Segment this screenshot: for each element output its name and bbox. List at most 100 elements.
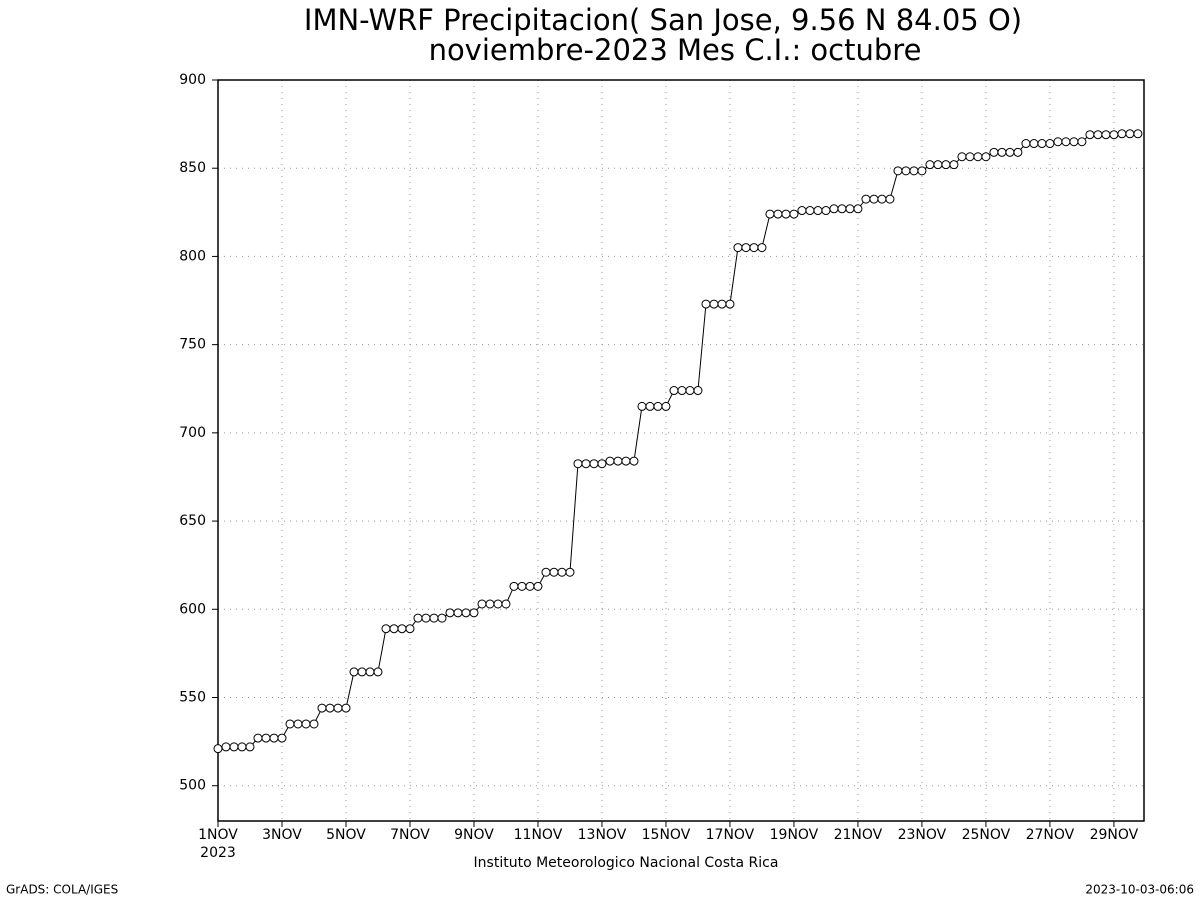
data-point	[877, 194, 887, 204]
data-point	[565, 567, 575, 577]
data-point	[685, 386, 695, 396]
y-tick-label: 650	[179, 513, 206, 529]
data-point	[469, 608, 479, 618]
data-point	[493, 599, 503, 609]
data-point	[357, 667, 367, 677]
data-point	[637, 401, 647, 411]
data-point	[1053, 137, 1063, 147]
data-point	[221, 742, 231, 752]
plot-frame	[217, 79, 1145, 822]
data-point	[885, 194, 895, 204]
data-point	[301, 719, 311, 729]
data-point	[605, 456, 615, 466]
chart-title: IMN-WRF Precipitacion( San Jose, 9.56 N …	[304, 3, 1022, 37]
x-tick-label: 3NOV	[262, 827, 302, 843]
data-point	[445, 608, 455, 618]
data-point	[1061, 137, 1071, 147]
data-point	[1005, 147, 1015, 157]
data-point	[381, 624, 391, 634]
data-point	[581, 459, 591, 469]
data-point	[1125, 129, 1135, 139]
data-point	[1109, 130, 1119, 140]
data-point	[629, 456, 639, 466]
x-tick-label: 13NOV	[578, 827, 627, 843]
data-point	[645, 401, 655, 411]
data-point	[461, 608, 471, 618]
data-point	[405, 624, 415, 634]
y-tick-label: 800	[179, 248, 206, 264]
data-point	[1029, 139, 1039, 149]
data-point	[965, 152, 975, 162]
y-tick-label: 850	[179, 160, 206, 176]
data-point	[501, 599, 511, 609]
data-point	[573, 459, 583, 469]
x-tick-label: 15NOV	[642, 827, 691, 843]
data-point	[861, 194, 871, 204]
data-point	[1117, 129, 1127, 139]
x-tick-label: 29NOV	[1090, 827, 1139, 843]
data-point	[749, 243, 759, 253]
y-tick-label: 750	[179, 337, 206, 353]
data-point	[1093, 130, 1103, 140]
data-point	[421, 613, 431, 623]
x-tick-label: 9NOV	[454, 827, 494, 843]
data-point	[437, 613, 447, 623]
x-tick-label: 7NOV	[390, 827, 430, 843]
x-tick-label: 23NOV	[898, 827, 947, 843]
data-point	[309, 719, 319, 729]
data-point	[845, 204, 855, 214]
data-point	[941, 160, 951, 170]
data-point	[341, 703, 351, 713]
data-point	[317, 703, 327, 713]
data-point	[229, 742, 239, 752]
data-point	[765, 209, 775, 219]
chart-subtitle: noviembre-2023 Mes C.I.: octubre	[429, 33, 922, 67]
data-point	[653, 401, 663, 411]
data-point	[925, 160, 935, 170]
data-point	[1021, 139, 1031, 149]
data-point	[237, 742, 247, 752]
data-point	[709, 299, 719, 309]
data-point	[821, 206, 831, 216]
x-tick-label: 19NOV	[770, 827, 819, 843]
data-point	[797, 206, 807, 216]
data-point	[717, 299, 727, 309]
data-point	[1085, 130, 1095, 140]
data-point	[893, 166, 903, 176]
data-point	[901, 166, 911, 176]
data-point	[285, 719, 295, 729]
data-point	[509, 581, 519, 591]
data-point	[909, 166, 919, 176]
data-point	[781, 209, 791, 219]
series-line	[217, 133, 1138, 750]
y-tick-label: 600	[179, 601, 206, 617]
data-point	[1069, 137, 1079, 147]
y-tick-label: 500	[179, 778, 206, 794]
data-point	[813, 206, 823, 216]
data-point	[997, 147, 1007, 157]
data-point	[933, 160, 943, 170]
data-point	[485, 599, 495, 609]
data-point	[589, 459, 599, 469]
data-point	[477, 599, 487, 609]
x-tick-label: 21NOV	[834, 827, 883, 843]
data-point	[269, 733, 279, 743]
data-point	[293, 719, 303, 729]
footer: Instituto Meteorologico Nacional Costa R…	[474, 855, 779, 871]
data-point	[853, 204, 863, 214]
data-point	[1101, 130, 1111, 140]
y-tick-label: 700	[179, 425, 206, 441]
data-point	[429, 613, 439, 623]
credit: GrADS: COLA/IGES	[6, 883, 118, 897]
data-point	[1037, 139, 1047, 149]
data-point	[805, 206, 815, 216]
data-point	[613, 456, 623, 466]
data-point	[981, 152, 991, 162]
data-point	[557, 567, 567, 577]
data-point	[773, 209, 783, 219]
data-point	[757, 243, 767, 253]
data-point	[597, 459, 607, 469]
data-point	[621, 456, 631, 466]
data-point	[213, 744, 223, 754]
data-point	[741, 243, 751, 253]
